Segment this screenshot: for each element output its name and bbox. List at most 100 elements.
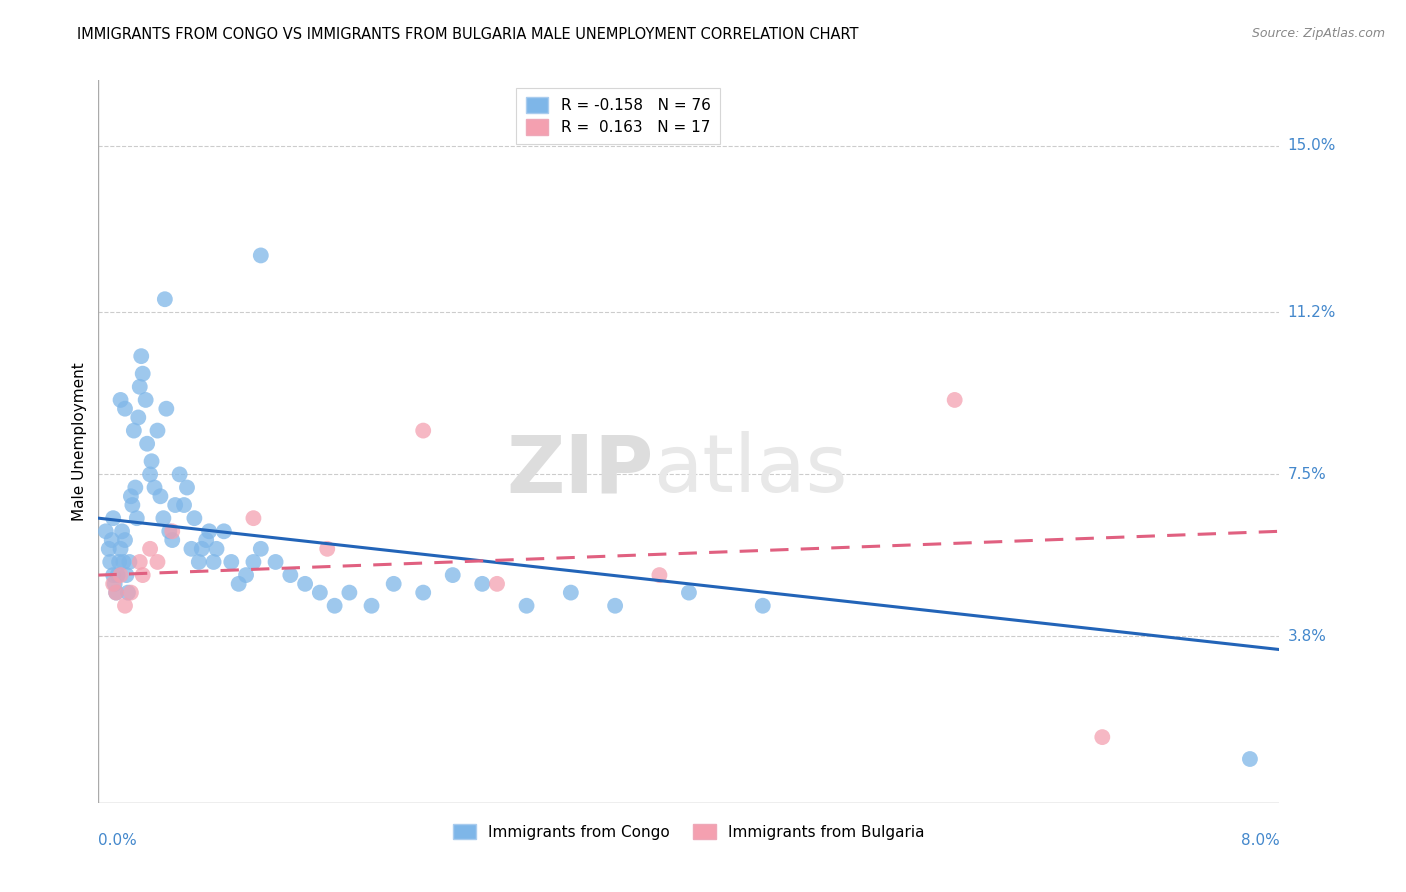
Point	[94, 524, 117, 539]
Point	[212, 524, 235, 539]
Point	[169, 467, 191, 482]
Point	[135, 392, 157, 407]
Point	[228, 577, 250, 591]
Point	[516, 599, 538, 613]
Point	[104, 577, 127, 591]
Point	[143, 481, 166, 495]
Point	[173, 498, 195, 512]
Point	[165, 498, 187, 512]
Point	[110, 568, 132, 582]
Point	[139, 541, 162, 556]
Point	[752, 599, 775, 613]
Point	[121, 498, 143, 512]
Point	[162, 524, 183, 539]
Point	[187, 555, 209, 569]
Point	[128, 555, 150, 569]
Point	[146, 424, 169, 438]
Legend: Immigrants from Congo, Immigrants from Bulgaria: Immigrants from Congo, Immigrants from B…	[447, 818, 931, 846]
Point	[97, 541, 120, 556]
Point	[141, 454, 163, 468]
Point	[205, 541, 228, 556]
Point	[1239, 752, 1261, 766]
Point	[560, 585, 582, 599]
Point	[110, 392, 132, 407]
Point	[120, 585, 142, 599]
Point	[155, 401, 177, 416]
Point	[412, 424, 434, 438]
Text: 8.0%: 8.0%	[1240, 833, 1279, 848]
Point	[221, 555, 243, 569]
Point	[191, 541, 214, 556]
Point	[486, 577, 509, 591]
Point	[127, 410, 149, 425]
Text: 7.5%: 7.5%	[1288, 467, 1326, 482]
Point	[153, 292, 176, 306]
Point	[339, 585, 361, 599]
Text: ZIP: ZIP	[506, 432, 654, 509]
Point	[202, 555, 225, 569]
Point	[120, 489, 142, 503]
Point	[105, 585, 128, 599]
Point	[107, 568, 129, 582]
Point	[316, 541, 339, 556]
Text: IMMIGRANTS FROM CONGO VS IMMIGRANTS FROM BULGARIA MALE UNEMPLOYMENT CORRELATION : IMMIGRANTS FROM CONGO VS IMMIGRANTS FROM…	[77, 27, 859, 42]
Point	[360, 599, 382, 613]
Point	[122, 424, 145, 438]
Text: atlas: atlas	[654, 432, 848, 509]
Point	[117, 585, 139, 599]
Point	[323, 599, 346, 613]
Point	[98, 555, 121, 569]
Point	[183, 511, 205, 525]
Point	[114, 401, 136, 416]
Point	[136, 436, 159, 450]
Point	[108, 555, 131, 569]
Point	[152, 511, 174, 525]
Point	[103, 568, 125, 582]
Point	[678, 585, 700, 599]
Point	[103, 511, 125, 525]
Point	[242, 555, 264, 569]
Text: 11.2%: 11.2%	[1288, 305, 1336, 320]
Point	[264, 555, 287, 569]
Point	[139, 467, 162, 482]
Point	[471, 577, 494, 591]
Point	[111, 524, 134, 539]
Text: 15.0%: 15.0%	[1288, 138, 1336, 153]
Point	[132, 568, 155, 582]
Text: 0.0%: 0.0%	[98, 833, 138, 848]
Point	[198, 524, 221, 539]
Point	[280, 568, 302, 582]
Point	[250, 248, 273, 262]
Point	[118, 555, 141, 569]
Point	[242, 511, 264, 525]
Point	[146, 555, 169, 569]
Point	[294, 577, 316, 591]
Point	[112, 555, 135, 569]
Point	[149, 489, 172, 503]
Point	[382, 577, 405, 591]
Point	[1091, 730, 1114, 744]
Point	[129, 349, 152, 363]
Point	[412, 585, 434, 599]
Point	[132, 367, 155, 381]
Point	[128, 380, 150, 394]
Point	[235, 568, 257, 582]
Point	[115, 568, 138, 582]
Point	[195, 533, 218, 547]
Text: 3.8%: 3.8%	[1288, 629, 1327, 644]
Y-axis label: Male Unemployment: Male Unemployment	[72, 362, 87, 521]
Point	[309, 585, 332, 599]
Point	[114, 599, 136, 613]
Point	[943, 392, 966, 407]
Point	[105, 585, 128, 599]
Point	[110, 541, 132, 556]
Point	[103, 577, 125, 591]
Point	[250, 541, 273, 556]
Point	[157, 524, 180, 539]
Point	[605, 599, 627, 613]
Point	[125, 511, 148, 525]
Point	[648, 568, 671, 582]
Point	[176, 481, 198, 495]
Point	[100, 533, 122, 547]
Point	[441, 568, 464, 582]
